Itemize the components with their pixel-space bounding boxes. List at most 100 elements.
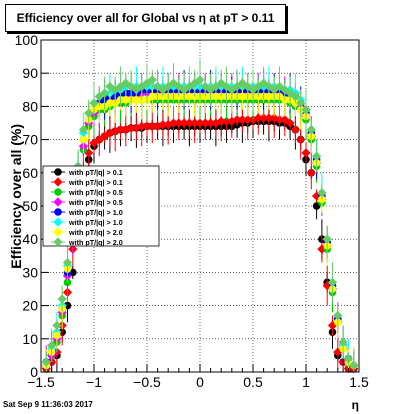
data-point [41,357,51,367]
data-point [259,78,269,88]
legend-marker [53,217,63,227]
data-point [53,331,61,340]
x-tick-label: −1 [86,374,102,390]
y-tick-label: 50 [22,198,38,214]
data-point [195,118,205,128]
data-point [115,125,126,135]
x-tick-label: 0.5 [243,374,263,390]
data-point [168,118,179,128]
data-point [200,118,210,128]
data-point [132,95,141,104]
data-point [206,118,216,128]
data-point [100,88,110,98]
data-point [338,337,348,347]
y-tick-label: 100 [15,32,39,48]
x-tick-label: 1 [302,374,310,390]
data-point [106,99,114,107]
data-point [322,234,332,244]
data-point [221,116,232,126]
data-point [147,121,157,131]
chart-title: Efficiency over all for Global vs η at p… [5,4,286,32]
data-point [290,91,300,102]
y-tick-label: 20 [22,298,38,314]
timestamp: Sat Sep 9 11:36:03 2017 [3,400,93,409]
data-point [306,125,316,135]
data-point [285,88,295,98]
y-tick-label: 90 [22,65,38,81]
data-point [126,123,136,133]
data-point [243,115,253,125]
data-point [238,92,247,101]
y-axis-title: Efficiency over all (%) [8,124,24,269]
legend-marker [54,228,62,236]
legend-label: with pT/|q| > 2.0 [68,228,123,237]
data-point [174,118,184,128]
legend-marker [53,237,63,247]
y-tick-label: 40 [22,231,38,247]
y-tick-label: 80 [22,98,38,114]
legend-label: with pT/|q| > 0.5 [68,198,123,207]
data-point [317,188,327,198]
data-point [333,347,343,357]
data-point [179,118,189,128]
data-point [296,98,306,108]
x-tick-label: 1.5 [349,374,369,390]
data-point [122,95,130,104]
data-point [253,113,263,123]
data-point [52,320,62,331]
legend-marker [53,177,63,187]
data-point [253,81,263,92]
data-point [296,135,306,145]
data-point [259,113,269,123]
legend-label: with pT/|q| > 0.1 [68,168,123,177]
data-point [195,75,205,85]
data-point [47,340,57,351]
data-point [142,121,152,131]
data-point [212,92,220,101]
x-tick-label: −1.5 [27,374,55,390]
data-point [280,85,290,95]
data-point [89,98,99,108]
data-point [280,115,290,125]
data-point [185,92,194,101]
data-point [57,294,67,304]
data-point [78,125,88,135]
data-point [190,118,200,128]
data-point [216,116,226,126]
data-point [349,360,359,370]
data-point [211,118,221,128]
legend-box [42,165,160,247]
data-point [285,118,295,128]
data-point [158,120,168,130]
y-tick-label: 60 [22,165,38,181]
data-point [79,135,88,144]
x-tick-label: −0.5 [133,374,161,390]
legend-label: with pT/|q| > 2.0 [68,238,123,247]
data-point [62,257,73,268]
data-point [84,108,94,118]
legend-label: with pT/|q| > 1.0 [68,208,123,217]
data-point [137,121,147,131]
legend-marker [53,197,63,207]
data-point [317,244,327,254]
data-point [343,354,353,364]
y-tick-label: 10 [22,331,38,347]
data-point [312,151,322,161]
data-point [265,92,273,101]
data-point [115,81,126,92]
data-point [290,125,300,135]
data-point [148,92,157,101]
x-tick-label: 0 [196,374,204,390]
data-point [312,191,322,201]
data-point [264,81,274,92]
legend-label: with pT/|q| > 0.5 [68,188,123,197]
data-point [264,113,274,123]
data-point [232,115,242,125]
y-tick-label: 30 [22,264,38,280]
legend-marker [54,208,62,216]
data-point [306,168,316,178]
data-point [147,75,157,85]
legend-marker [54,188,62,196]
data-point [237,115,247,125]
